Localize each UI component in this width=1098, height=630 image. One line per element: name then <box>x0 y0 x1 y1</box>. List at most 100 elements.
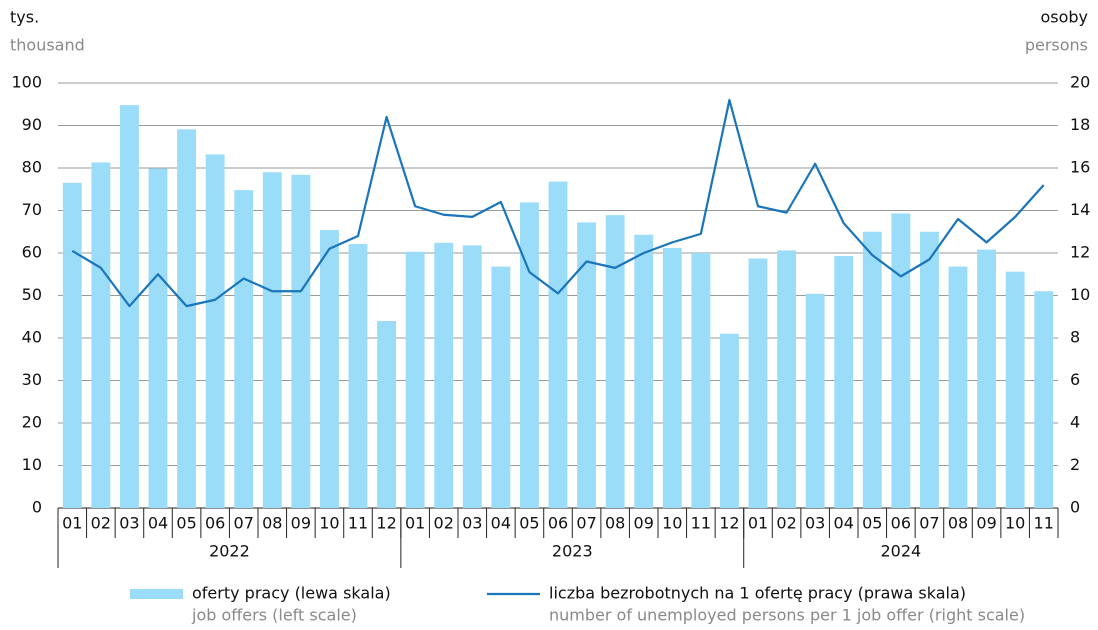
bar <box>91 162 111 508</box>
y-tick-label: 100 <box>11 73 42 92</box>
year-label: 2023 <box>552 542 593 561</box>
x-tick-label: 08 <box>262 514 282 533</box>
y-tick-label: 60 <box>22 243 42 262</box>
bar <box>262 172 282 508</box>
x-tick-label: 01 <box>405 514 425 533</box>
x-tick-label: 04 <box>148 514 168 533</box>
bar <box>834 255 854 508</box>
bar <box>605 215 625 509</box>
bar <box>577 222 596 508</box>
x-tick-label: 06 <box>548 514 568 533</box>
bar <box>234 190 254 508</box>
x-tick-label: 05 <box>176 514 196 533</box>
x-tick-label: 11 <box>348 514 368 533</box>
bar <box>662 247 682 508</box>
legend-label-en: number of unemployed persons per 1 job o… <box>549 606 1025 625</box>
y2-tick-label: 6 <box>1070 370 1080 389</box>
bar <box>348 244 368 508</box>
bar <box>434 242 454 509</box>
x-tick-label: 01 <box>748 514 768 533</box>
y2-tick-label: 8 <box>1070 328 1080 347</box>
bar <box>377 321 396 508</box>
bar <box>691 253 711 508</box>
x-tick-label: 11 <box>1034 514 1054 533</box>
x-tick-label: 03 <box>805 514 825 533</box>
x-tick-label: 07 <box>576 514 596 533</box>
x-tick-label: 09 <box>634 514 654 533</box>
legend-label: liczba bezrobotnych na 1 ofertę pracy (p… <box>549 584 966 603</box>
bar <box>977 249 996 508</box>
bar <box>862 231 882 508</box>
y2-axis-title: osoby <box>1040 8 1088 27</box>
x-tick-label: 06 <box>205 514 225 533</box>
bar <box>520 202 539 509</box>
bar <box>891 213 911 508</box>
y-tick-label: 10 <box>22 455 42 474</box>
y2-tick-label: 2 <box>1070 455 1080 474</box>
y-tick-label: 20 <box>22 413 42 432</box>
bar <box>548 181 568 508</box>
y2-tick-label: 14 <box>1070 200 1090 219</box>
y2-tick-label: 10 <box>1070 285 1090 304</box>
x-tick-label: 02 <box>91 514 111 533</box>
x-tick-label: 06 <box>891 514 911 533</box>
y2-tick-label: 0 <box>1070 498 1080 517</box>
y-tick-label: 30 <box>22 370 42 389</box>
x-tick-label: 02 <box>434 514 454 533</box>
bar <box>920 231 939 508</box>
legend-label: oferty pracy (lewa skala) <box>192 584 391 603</box>
y2-axis-title-en: persons <box>1025 36 1088 55</box>
x-tick-label: 04 <box>834 514 854 533</box>
x-tick-label: 11 <box>691 514 711 533</box>
legend-label-en: job offers (left scale) <box>191 606 357 625</box>
x-tick-label: 12 <box>719 514 739 533</box>
bar <box>634 234 654 508</box>
x-tick-label: 07 <box>234 514 254 533</box>
x-tick-label: 01 <box>62 514 82 533</box>
y2-tick-label: 20 <box>1070 73 1090 92</box>
bar <box>405 251 425 508</box>
bar <box>1005 271 1025 508</box>
y-axis-title: tys. <box>10 8 39 27</box>
y-tick-label: 70 <box>22 200 42 219</box>
year-label: 2024 <box>880 542 921 561</box>
x-tick-label: 10 <box>1005 514 1025 533</box>
y-tick-label: 80 <box>22 158 42 177</box>
y-tick-label: 0 <box>32 498 42 517</box>
bar <box>62 182 82 508</box>
legend-swatch <box>130 589 183 599</box>
x-tick-label: 03 <box>462 514 482 533</box>
bar <box>720 333 739 508</box>
bar <box>948 266 968 508</box>
x-tick-label: 08 <box>605 514 625 533</box>
bar <box>205 154 225 508</box>
bar <box>1034 291 1054 508</box>
y-tick-label: 50 <box>22 285 42 304</box>
bar <box>462 245 482 508</box>
bar <box>748 258 768 508</box>
x-tick-label: 09 <box>291 514 311 533</box>
bar <box>177 129 196 508</box>
x-tick-label: 10 <box>319 514 339 533</box>
line <box>71 98 1045 308</box>
x-tick-label: 02 <box>776 514 796 533</box>
x-tick-label: 04 <box>491 514 511 533</box>
y-tick-label: 90 <box>22 115 42 134</box>
x-tick-label: 10 <box>662 514 682 533</box>
bar <box>805 293 825 508</box>
bar <box>148 168 168 509</box>
x-tick-label: 08 <box>948 514 968 533</box>
bar <box>291 174 311 509</box>
x-tick-label: 05 <box>519 514 539 533</box>
y-tick-label: 40 <box>22 328 42 347</box>
x-tick-label: 09 <box>976 514 996 533</box>
bar <box>491 266 511 508</box>
x-tick-label: 03 <box>119 514 139 533</box>
bar <box>777 250 796 508</box>
x-tick-label: 07 <box>919 514 939 533</box>
y-axis-title-en: thousand <box>10 36 85 55</box>
x-tick-label: 12 <box>376 514 396 533</box>
y2-tick-label: 12 <box>1070 243 1090 262</box>
y2-tick-label: 16 <box>1070 158 1090 177</box>
